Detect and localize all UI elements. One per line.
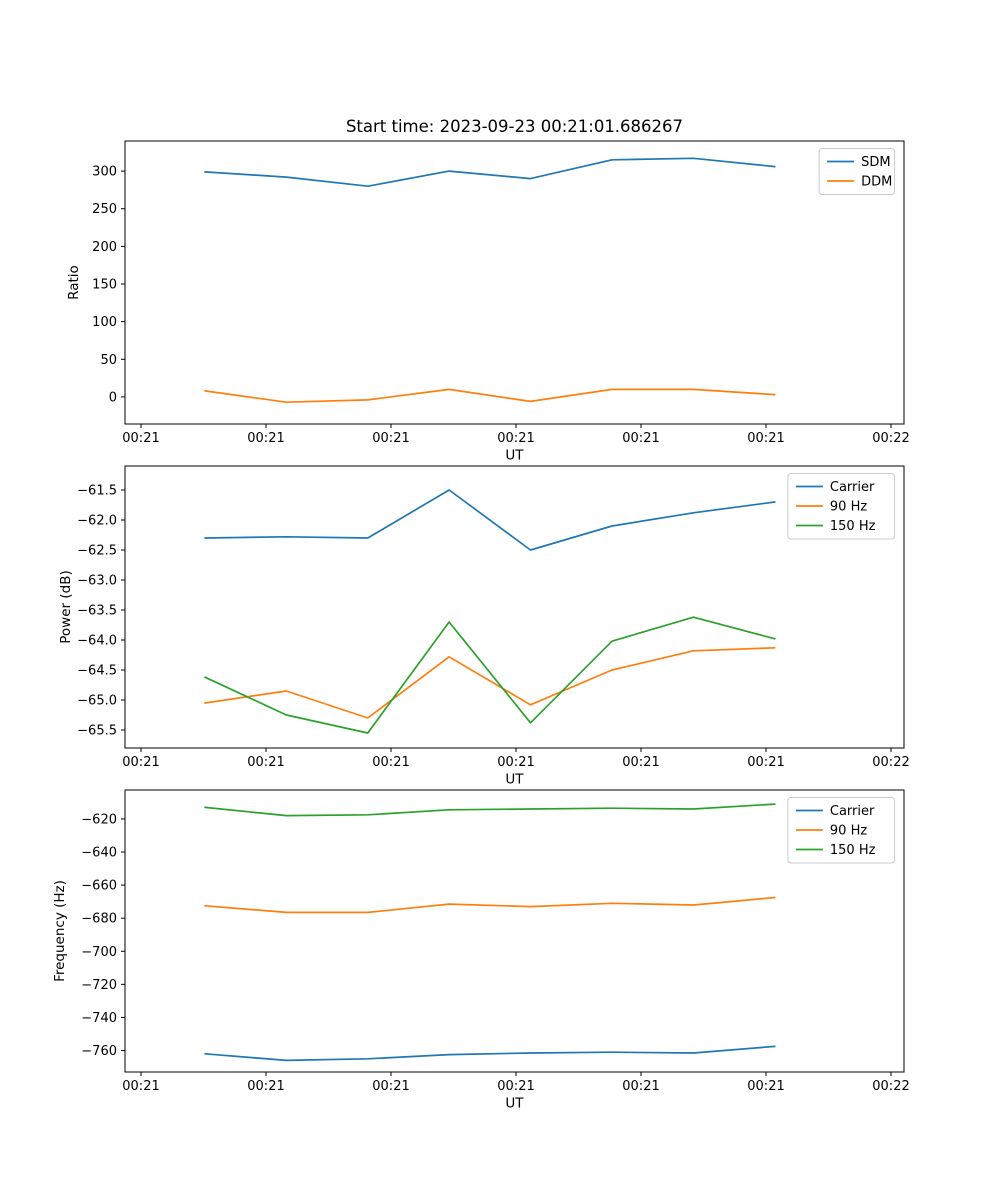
x-tick-label: 00:21 bbox=[497, 755, 534, 770]
subplot-frequency: 00:21 00:21 00:21 00:21 00:21 00:21 00:22 −760 −… bbox=[52, 789, 910, 1112]
y-tick-label: −65.5 bbox=[77, 724, 117, 739]
x-tick-label: 00:21 bbox=[122, 1079, 159, 1094]
x-tick-label: 00:21 bbox=[372, 755, 409, 770]
plot-frame bbox=[124, 465, 905, 749]
x-tick-label: 00:21 bbox=[372, 431, 409, 446]
y-axis-label: Power (dB) bbox=[58, 570, 74, 643]
legend-label: SDM bbox=[861, 155, 890, 170]
legend-label: 150 Hz bbox=[830, 843, 876, 858]
legend-box bbox=[787, 473, 896, 540]
legend-label: Carrier bbox=[830, 480, 875, 495]
legend-label: DDM bbox=[861, 175, 892, 190]
x-tick-label: 00:21 bbox=[497, 431, 534, 446]
series-line-sdm bbox=[204, 157, 776, 188]
y-tick-label: −64.0 bbox=[77, 634, 117, 649]
chart-title: Start time: 2023-09-23 00:21:01.686267 bbox=[346, 117, 683, 136]
x-tick-label: 00:21 bbox=[622, 1079, 659, 1094]
legend: Carrier 90 Hz 150 Hz bbox=[787, 797, 896, 864]
x-tick-label: 00:22 bbox=[872, 431, 909, 446]
y-tick-label: −63.0 bbox=[77, 574, 117, 589]
y-tick-label: −740 bbox=[81, 1011, 117, 1026]
series-line-ddm bbox=[204, 388, 776, 404]
subplot-power: 00:21 00:21 00:21 00:21 00:21 00:21 00:22 −65.5… bbox=[58, 465, 910, 788]
x-tick-label: 00:21 bbox=[747, 431, 784, 446]
x-tick-label: 00:21 bbox=[372, 1079, 409, 1094]
x-tick-label: 00:21 bbox=[747, 1079, 784, 1094]
x-tick-label: 00:21 bbox=[122, 431, 159, 446]
y-tick-label: 100 bbox=[92, 315, 117, 330]
x-tick-label: 00:21 bbox=[622, 431, 659, 446]
x-tick-label: 00:21 bbox=[497, 1079, 534, 1094]
legend: SDM DDM bbox=[818, 148, 895, 195]
x-axis-label: UT bbox=[505, 772, 524, 788]
y-tick-label: −720 bbox=[81, 978, 117, 993]
legend: Carrier 90 Hz 150 Hz bbox=[787, 473, 896, 540]
x-axis-label: UT bbox=[505, 1096, 524, 1112]
legend-box bbox=[787, 797, 896, 864]
subplot-ratio: Start time: 2023-09-23 00:21:01.68626700… bbox=[66, 117, 910, 464]
y-tick-label: −63.5 bbox=[77, 604, 117, 619]
x-tick-label: 00:22 bbox=[872, 755, 909, 770]
x-tick-label: 00:22 bbox=[872, 1079, 909, 1094]
y-tick-label: 200 bbox=[92, 240, 117, 255]
y-tick-label: −620 bbox=[81, 812, 117, 827]
plot-frame bbox=[124, 789, 905, 1073]
y-tick-label: −660 bbox=[81, 879, 117, 894]
series-line-90-hz bbox=[204, 896, 776, 914]
plot-frame bbox=[124, 140, 905, 425]
legend-label: 90 Hz bbox=[830, 500, 867, 515]
x-axis-label: UT bbox=[505, 448, 524, 464]
y-tick-label: −61.5 bbox=[77, 484, 117, 499]
legend-label: 150 Hz bbox=[830, 519, 876, 534]
legend-box bbox=[818, 148, 895, 195]
y-tick-label: −760 bbox=[81, 1044, 117, 1059]
y-tick-label: −680 bbox=[81, 912, 117, 927]
series-line-90-hz bbox=[204, 646, 776, 719]
series-line-carrier bbox=[204, 489, 776, 551]
y-tick-label: −700 bbox=[81, 945, 117, 960]
y-tick-label: −64.5 bbox=[77, 664, 117, 679]
y-tick-label: −62.5 bbox=[77, 544, 117, 559]
series-line-150-hz bbox=[204, 803, 776, 817]
y-axis-label: Frequency (Hz) bbox=[52, 880, 68, 982]
x-tick-label: 00:21 bbox=[747, 755, 784, 770]
legend-label: 90 Hz bbox=[830, 824, 867, 839]
y-axis-label: Ratio bbox=[66, 265, 82, 300]
series-line-150-hz bbox=[204, 616, 776, 734]
y-tick-label: −65.0 bbox=[77, 694, 117, 709]
x-tick-label: 00:21 bbox=[122, 755, 159, 770]
x-tick-label: 00:21 bbox=[247, 1079, 284, 1094]
y-tick-label: 0 bbox=[109, 390, 117, 405]
x-tick-label: 00:21 bbox=[622, 755, 659, 770]
x-tick-label: 00:21 bbox=[247, 431, 284, 446]
legend-label: Carrier bbox=[830, 804, 875, 819]
series-line-carrier bbox=[204, 1045, 776, 1062]
y-tick-label: 50 bbox=[100, 353, 117, 368]
y-tick-label: 250 bbox=[92, 202, 117, 217]
y-tick-label: −640 bbox=[81, 846, 117, 861]
x-tick-label: 00:21 bbox=[247, 755, 284, 770]
y-tick-label: 300 bbox=[92, 165, 117, 180]
y-tick-label: 150 bbox=[92, 278, 117, 293]
y-tick-label: −62.0 bbox=[77, 514, 117, 529]
